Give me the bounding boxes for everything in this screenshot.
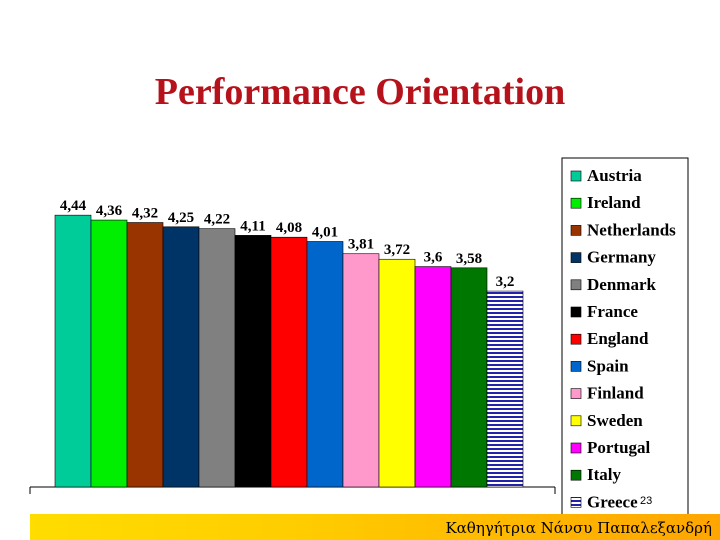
bar-value-label: 3,72 bbox=[384, 242, 410, 258]
legend-swatch-austria bbox=[570, 170, 582, 182]
bar-value-label: 3,6 bbox=[424, 250, 443, 266]
bar-value-label: 4,36 bbox=[96, 203, 123, 219]
bar-value-label: 4,11 bbox=[240, 218, 265, 234]
legend-label: Denmark bbox=[587, 275, 656, 294]
legend-swatch-greece bbox=[570, 497, 582, 508]
legend-swatch-england bbox=[570, 333, 582, 345]
legend-swatch-portugal bbox=[570, 442, 582, 454]
bar-france bbox=[234, 235, 272, 488]
legend-label: France bbox=[587, 302, 638, 321]
legend-swatch-ireland bbox=[570, 197, 582, 209]
bar-greece bbox=[486, 290, 524, 488]
legend-label: Germany bbox=[587, 248, 656, 267]
bar-spain bbox=[306, 241, 344, 488]
legend-label: Italy bbox=[587, 465, 622, 484]
legend-label: Sweden bbox=[587, 411, 643, 430]
legend-swatch-italy bbox=[570, 469, 582, 481]
page-title: Performance Orientation bbox=[154, 71, 566, 113]
footer-text: Καθηγήτρια Νάνσυ Παπαλεξανδρή bbox=[445, 519, 712, 537]
slide-number: 23 bbox=[640, 495, 653, 507]
bar-value-label: 4,25 bbox=[168, 210, 194, 226]
bar-value-label: 3,2 bbox=[496, 274, 515, 290]
legend-swatch-france bbox=[570, 306, 582, 318]
bar-austria bbox=[54, 214, 92, 488]
legend-label: Finland bbox=[587, 384, 644, 403]
legend-swatch-germany bbox=[570, 252, 582, 263]
bar-germany bbox=[162, 226, 200, 488]
bar-value-label: 3,58 bbox=[456, 251, 482, 267]
bar-portugal bbox=[414, 266, 452, 488]
legend-label: England bbox=[587, 329, 649, 348]
bar-value-label: 4,08 bbox=[276, 220, 302, 236]
legend-label: Ireland bbox=[587, 193, 641, 212]
bar-sweden bbox=[378, 258, 416, 488]
bar-value-label: 3,81 bbox=[348, 237, 374, 253]
legend-label: Netherlands bbox=[587, 220, 676, 239]
bar-ireland bbox=[90, 219, 128, 488]
legend-swatch-sweden bbox=[570, 415, 582, 427]
legend-label: Spain bbox=[587, 356, 629, 375]
legend-swatch-denmark bbox=[570, 279, 582, 291]
legend-swatch-finland bbox=[570, 388, 582, 399]
bar-netherlands bbox=[126, 222, 164, 488]
bar-italy bbox=[450, 267, 488, 488]
legend-label: Portugal bbox=[587, 438, 651, 457]
bar-value-label: 4,32 bbox=[132, 206, 158, 222]
legend-swatch-netherlands bbox=[570, 225, 582, 236]
bar-value-label: 4,22 bbox=[204, 212, 230, 228]
legend-swatch-spain bbox=[570, 361, 582, 372]
bar-england bbox=[270, 236, 308, 488]
bar-value-label: 4,44 bbox=[60, 198, 87, 214]
legend-label: Greece bbox=[587, 492, 638, 511]
legend-box bbox=[561, 157, 689, 521]
bar-denmark bbox=[198, 228, 236, 488]
legend-label: Austria bbox=[587, 166, 642, 185]
bar-value-label: 4,01 bbox=[312, 224, 338, 240]
footer-bar: Καθηγήτρια Νάνσυ Παπαλεξανδρή bbox=[30, 514, 720, 540]
bar-finland bbox=[342, 253, 380, 488]
